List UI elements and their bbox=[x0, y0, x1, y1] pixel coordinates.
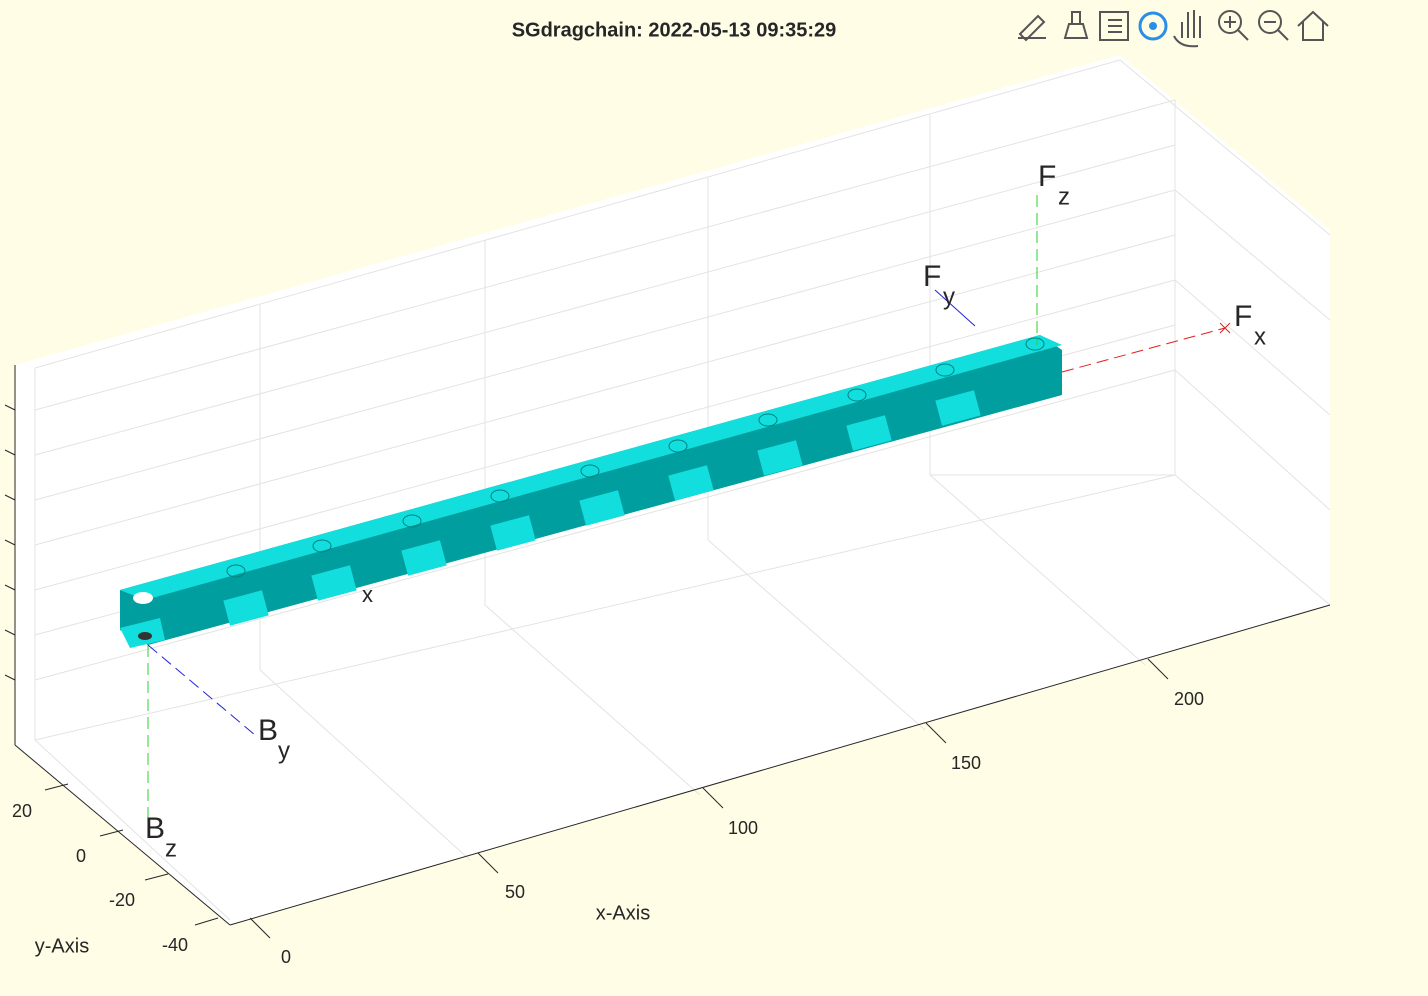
pan-icon[interactable] bbox=[1173, 10, 1201, 48]
y-tick-label: -20 bbox=[109, 890, 135, 910]
point-label-sub: y bbox=[278, 737, 290, 764]
zoom-out-icon[interactable] bbox=[1258, 10, 1282, 34]
x-tick-label: 150 bbox=[951, 753, 981, 773]
zoom-in-glyph bbox=[1224, 16, 1249, 41]
x-tick-label: 0 bbox=[281, 947, 291, 967]
point-label-sub: z bbox=[1058, 183, 1070, 210]
point-label: B bbox=[145, 812, 165, 845]
point-label-sub: z bbox=[165, 835, 177, 862]
rotate-icon[interactable] bbox=[1138, 11, 1168, 41]
y-tick-label: -40 bbox=[162, 935, 188, 955]
frame-markers bbox=[147, 195, 1231, 826]
point-label: F bbox=[1234, 300, 1252, 333]
rotate-icon-dot bbox=[1149, 22, 1157, 30]
x-tick-label: 50 bbox=[505, 882, 525, 902]
home-icon[interactable] bbox=[1297, 10, 1329, 41]
title: SGdragchain: 2022-05-13 09:35:29 bbox=[512, 19, 837, 41]
point-label-sub: x bbox=[1254, 323, 1266, 350]
zoom-out-glyph bbox=[1264, 21, 1289, 41]
x-tick-label: 200 bbox=[1174, 689, 1204, 709]
edit-icon[interactable] bbox=[1018, 14, 1046, 42]
legend-icon[interactable] bbox=[1099, 11, 1129, 41]
x-axis-label: x-Axis bbox=[596, 902, 650, 924]
x-tick-label: 100 bbox=[728, 818, 758, 838]
y-tick-label: 20 bbox=[12, 801, 32, 821]
brush-icon[interactable] bbox=[1063, 11, 1089, 39]
point-label-sub: y bbox=[943, 283, 955, 310]
point-label: F bbox=[1038, 160, 1056, 193]
y-axis-label: y-Axis bbox=[35, 935, 89, 957]
point-label-sub: x bbox=[362, 582, 373, 607]
zoom-in-icon[interactable] bbox=[1218, 10, 1242, 34]
drag-chain bbox=[120, 335, 1062, 648]
y-tick-label: 0 bbox=[76, 846, 86, 866]
toolbar bbox=[1018, 10, 1329, 48]
point-label: B bbox=[258, 714, 278, 747]
axes-edges bbox=[4, 365, 1331, 939]
point-label: F bbox=[923, 260, 941, 293]
